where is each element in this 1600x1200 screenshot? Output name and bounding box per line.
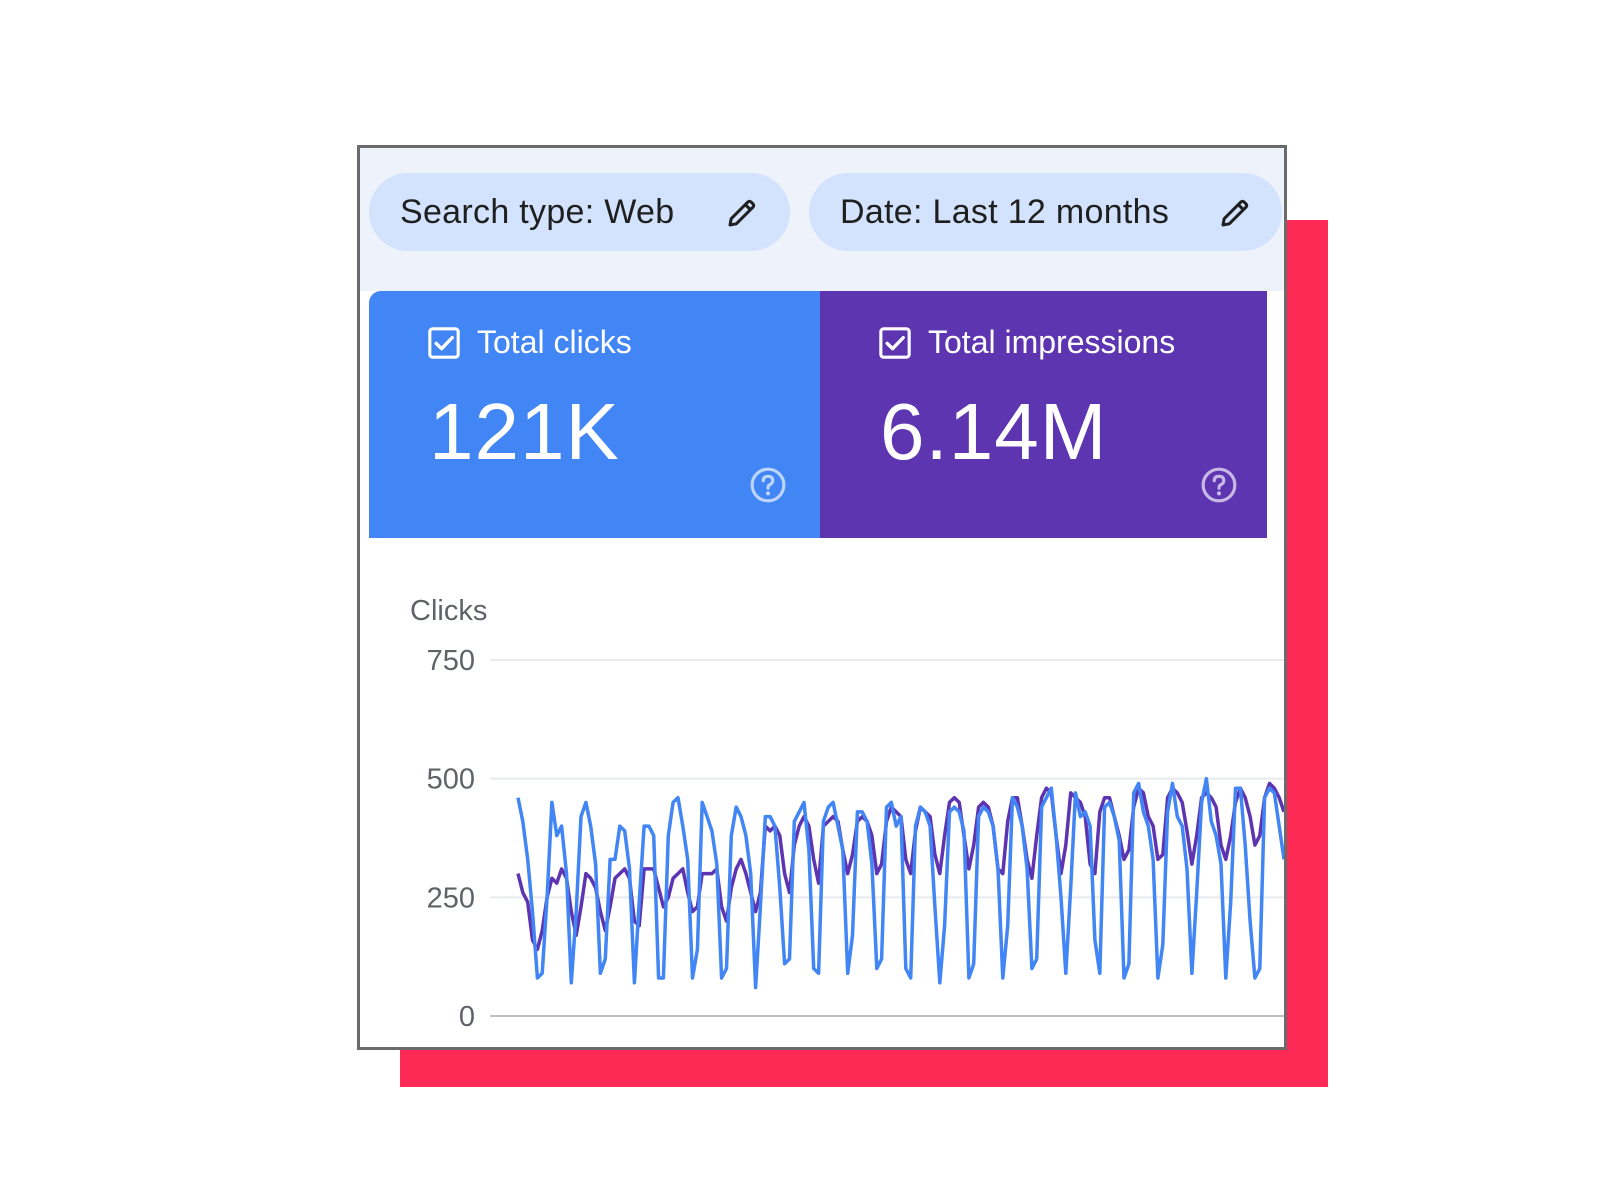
checkbox-checked-icon[interactable] — [427, 326, 461, 360]
y-tick-label: 0 — [459, 1001, 475, 1033]
y-axis-title: Clicks — [410, 595, 487, 627]
y-tick-label: 250 — [427, 882, 475, 914]
total-clicks-card[interactable]: Total clicks 121K — [369, 291, 820, 538]
search-type-filter-chip[interactable]: Search type: Web — [369, 173, 790, 251]
total-clicks-label: Total clicks — [477, 324, 632, 360]
date-filter-chip[interactable]: Date: Last 12 months — [809, 173, 1282, 251]
search-type-filter-label: Search type: Web — [400, 192, 675, 231]
line-chart: Clicks 0 250 500 750 — [410, 595, 1284, 1033]
y-tick-label: 500 — [427, 764, 475, 796]
clicks-chart: Clicks 0 250 500 750 — [360, 538, 1284, 1047]
clicks-series-line — [516, 776, 1284, 990]
checkbox-checked-icon[interactable] — [878, 326, 912, 360]
y-tick-label: 750 — [427, 645, 475, 677]
help-icon[interactable] — [1200, 466, 1238, 504]
total-impressions-card[interactable]: Total impressions 6.14M — [820, 291, 1267, 538]
date-filter-label: Date: Last 12 months — [840, 192, 1170, 231]
pencil-icon[interactable] — [1217, 195, 1253, 231]
pencil-icon[interactable] — [724, 195, 760, 231]
total-clicks-value: 121K — [429, 387, 620, 476]
filter-bar: Search type: Web Date: Last 12 months — [360, 148, 1284, 291]
total-impressions-value: 6.14M — [880, 387, 1108, 476]
total-impressions-label: Total impressions — [928, 324, 1176, 360]
performance-panel: Search type: Web Date: Last 12 months To… — [357, 145, 1287, 1050]
help-icon[interactable] — [749, 466, 787, 504]
